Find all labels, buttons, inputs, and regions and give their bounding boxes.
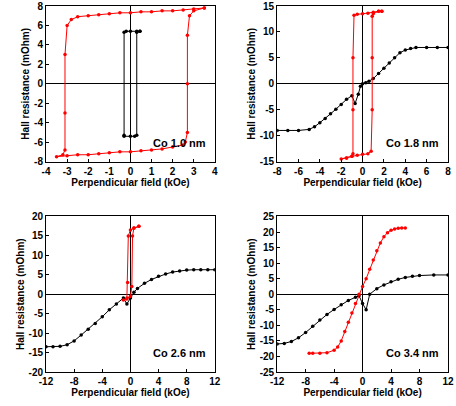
svg-text:-15: -15 — [260, 335, 275, 346]
svg-text:Hall resistance (mOhm): Hall resistance (mOhm) — [15, 238, 26, 350]
svg-text:6: 6 — [37, 20, 43, 31]
svg-text:15: 15 — [263, 1, 275, 12]
svg-text:0: 0 — [269, 289, 275, 300]
svg-text:Perpendicular field (kOe): Perpendicular field (kOe) — [71, 177, 189, 188]
svg-text:10: 10 — [263, 258, 275, 269]
svg-text:0: 0 — [128, 376, 134, 387]
svg-text:4: 4 — [212, 166, 218, 177]
svg-text:8: 8 — [445, 166, 451, 177]
svg-text:-5: -5 — [34, 308, 43, 319]
svg-text:0: 0 — [360, 166, 366, 177]
svg-text:0: 0 — [37, 289, 43, 300]
svg-text:-12: -12 — [270, 376, 285, 387]
svg-text:0: 0 — [37, 78, 43, 89]
svg-text:Perpendicular field (kOe): Perpendicular field (kOe) — [303, 177, 421, 188]
svg-text:5: 5 — [269, 273, 275, 284]
svg-text:Co 2.6 nm: Co 2.6 nm — [153, 347, 206, 359]
svg-text:-5: -5 — [265, 104, 274, 115]
svg-text:2: 2 — [381, 166, 387, 177]
svg-text:3: 3 — [191, 166, 197, 177]
svg-text:Co 1.0 nm: Co 1.0 nm — [153, 137, 206, 149]
svg-text:4: 4 — [156, 376, 162, 387]
svg-text:-2: -2 — [337, 166, 346, 177]
svg-text:-25: -25 — [260, 367, 275, 378]
svg-text:-15: -15 — [260, 156, 275, 167]
svg-text:8: 8 — [417, 376, 423, 387]
svg-text:-20: -20 — [260, 351, 275, 362]
svg-text:-15: -15 — [29, 347, 44, 358]
svg-text:15: 15 — [32, 230, 44, 241]
svg-text:-2: -2 — [84, 166, 93, 177]
svg-text:-4: -4 — [98, 376, 107, 387]
svg-text:-8: -8 — [70, 376, 79, 387]
svg-text:-5: -5 — [265, 304, 274, 315]
svg-text:5: 5 — [269, 52, 275, 63]
svg-text:10: 10 — [263, 26, 275, 37]
svg-text:Hall resistance (mOhm): Hall resistance (mOhm) — [246, 28, 257, 140]
svg-text:Co 1.8 nm: Co 1.8 nm — [386, 137, 439, 149]
svg-text:Co 3.4 nm: Co 3.4 nm — [386, 347, 439, 359]
svg-text:12: 12 — [209, 376, 221, 387]
svg-text:15: 15 — [263, 242, 275, 253]
svg-text:20: 20 — [263, 227, 275, 238]
svg-text:-10: -10 — [29, 328, 44, 339]
svg-text:-4: -4 — [315, 166, 324, 177]
svg-text:-6: -6 — [294, 166, 303, 177]
svg-text:-12: -12 — [39, 376, 54, 387]
svg-text:1: 1 — [149, 166, 155, 177]
svg-text:20: 20 — [32, 211, 44, 222]
svg-text:-3: -3 — [63, 166, 72, 177]
svg-text:-2: -2 — [34, 98, 43, 109]
svg-text:2: 2 — [170, 166, 176, 177]
svg-text:0: 0 — [128, 166, 134, 177]
svg-text:4: 4 — [403, 166, 409, 177]
svg-text:-10: -10 — [260, 130, 275, 141]
svg-text:-8: -8 — [273, 166, 282, 177]
svg-text:0: 0 — [360, 376, 366, 387]
svg-text:Hall resistance (mOhm): Hall resistance (mOhm) — [246, 238, 257, 350]
svg-text:Perpendicular field (kOe): Perpendicular field (kOe) — [71, 387, 189, 398]
svg-text:-4: -4 — [34, 117, 43, 128]
svg-text:-4: -4 — [330, 376, 339, 387]
svg-text:6: 6 — [424, 166, 430, 177]
svg-text:0: 0 — [269, 78, 275, 89]
svg-text:-8: -8 — [34, 156, 43, 167]
svg-text:-8: -8 — [301, 376, 310, 387]
svg-text:-6: -6 — [34, 137, 43, 148]
svg-text:4: 4 — [37, 39, 43, 50]
svg-text:12: 12 — [442, 376, 454, 387]
svg-text:10: 10 — [32, 250, 44, 261]
svg-text:-20: -20 — [29, 367, 44, 378]
svg-text:-10: -10 — [260, 320, 275, 331]
svg-text:-1: -1 — [105, 166, 114, 177]
svg-text:-4: -4 — [42, 166, 51, 177]
svg-text:8: 8 — [184, 376, 190, 387]
svg-text:5: 5 — [37, 269, 43, 280]
svg-text:2: 2 — [37, 59, 43, 70]
svg-text:4: 4 — [388, 376, 394, 387]
svg-text:25: 25 — [263, 211, 275, 222]
svg-text:Hall resistance (mOhm): Hall resistance (mOhm) — [20, 28, 31, 140]
svg-text:Perpendicular field (kOe): Perpendicular field (kOe) — [303, 387, 421, 398]
svg-text:8: 8 — [37, 1, 43, 12]
